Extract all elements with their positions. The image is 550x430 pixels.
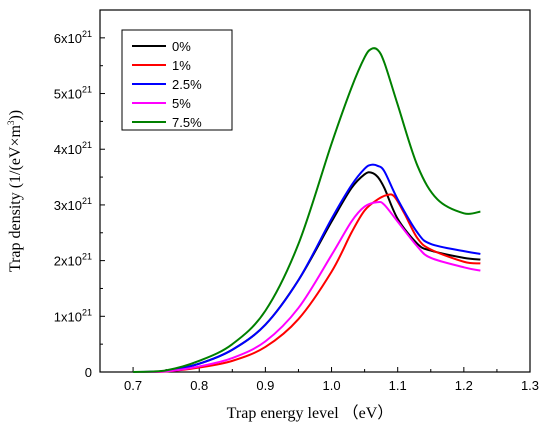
y-tick-label-exponent: 21 [82, 196, 92, 206]
y-tick-label-base: 2x10 [54, 254, 82, 269]
series-line-2 [133, 163, 481, 373]
x-tick-label: 1.3 [521, 378, 539, 393]
x-tick-label: 0.8 [190, 378, 208, 393]
y-tick-label: 2x1021 [54, 252, 92, 269]
y-tick-label-base: 6x10 [54, 31, 82, 46]
series-line-3 [133, 201, 481, 374]
legend-label: 1% [172, 58, 191, 73]
y-axis-title-sup: 3 [6, 120, 16, 125]
x-axis-ticks: 0.7 0.8 0.9 1.0 1.1 1.2 1.3 [124, 367, 539, 393]
y-axis-title-main: Trap density (1/(eV×m [7, 124, 24, 272]
y-tick-label-exponent: 21 [82, 252, 92, 262]
series-line-1 [133, 193, 481, 373]
x-tick-label: 0.9 [256, 378, 274, 393]
y-tick-label-base: 4x10 [54, 142, 82, 157]
y-tick-label-base: 3x10 [54, 198, 82, 213]
series-group [133, 47, 481, 374]
x-tick-label: 0.7 [124, 378, 142, 393]
y-tick-label: 1x1021 [54, 307, 92, 324]
plot-frame [99, 9, 531, 373]
y-axis-title-end: )) [7, 110, 24, 121]
y-tick-label-base: 1x10 [54, 309, 82, 324]
legend-label: 2.5% [172, 77, 202, 92]
y-tick-label: 6x1021 [54, 29, 92, 46]
y-tick-label: 4x1021 [54, 140, 92, 157]
x-tick-label: 1.1 [389, 378, 407, 393]
y-tick-label: 0 [85, 365, 92, 380]
x-tick-label: 1.0 [322, 378, 340, 393]
legend: 0% 1% 2.5% 5% 7.5% [121, 29, 233, 131]
legend-label: 0% [172, 39, 191, 54]
y-tick-label: 3x1021 [54, 196, 92, 213]
x-axis-title: Trap energy level （eV） [227, 404, 394, 422]
series-line-4 [133, 47, 481, 373]
legend-items: 0% 1% 2.5% 5% 7.5% [132, 39, 202, 130]
y-tick-label: 5x1021 [54, 85, 92, 102]
y-tick-label-exponent: 21 [82, 85, 92, 95]
y-tick-label-exponent: 21 [82, 307, 92, 317]
y-tick-label-base: 5x10 [54, 87, 82, 102]
y-tick-label-exponent: 21 [82, 29, 92, 39]
legend-label: 5% [172, 96, 191, 111]
y-tick-label-base: 0 [85, 365, 92, 380]
legend-label: 7.5% [172, 115, 202, 130]
series-line-0 [133, 171, 481, 373]
y-tick-label-exponent: 21 [82, 140, 92, 150]
x-tick-label: 1.2 [455, 378, 473, 393]
y-axis-title: Trap density (1/(eV×m3)) [6, 110, 24, 272]
